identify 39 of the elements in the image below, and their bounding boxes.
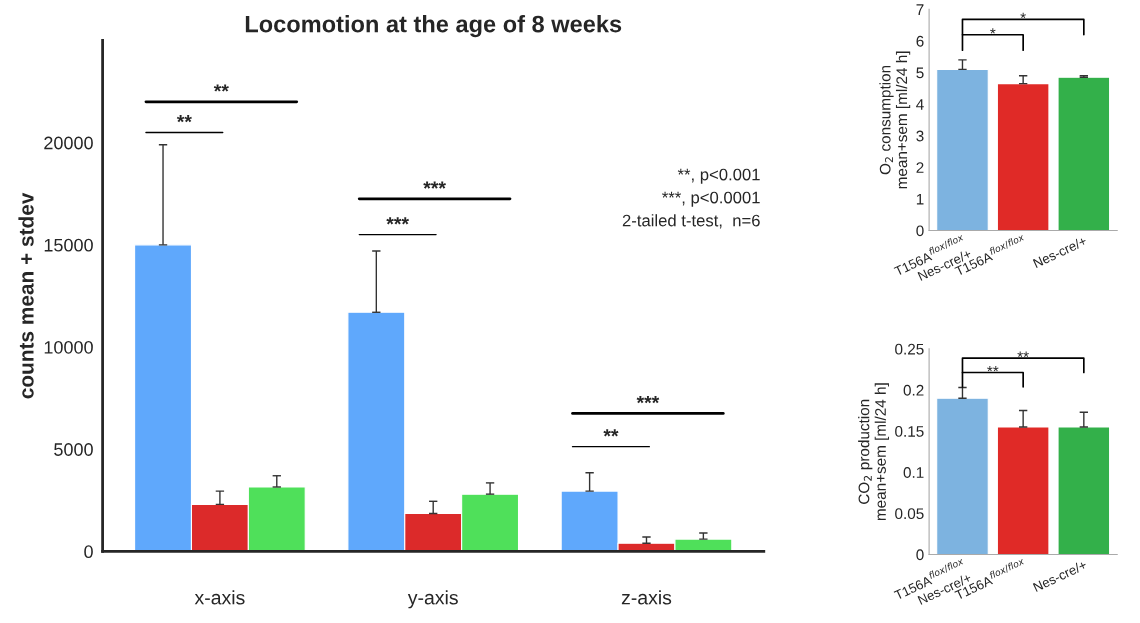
- y-tick-label: 4: [916, 99, 924, 110]
- annotation: **: [987, 365, 999, 372]
- y-tick-label: 0.1: [903, 467, 924, 478]
- annotation: ***: [636, 396, 660, 404]
- y-tick-label: 0: [916, 225, 924, 237]
- annotation: ***, p<0.0001: [662, 191, 760, 207]
- y-tick-label: 20000: [44, 136, 93, 150]
- y-tick-label: 0: [84, 545, 93, 559]
- y-tick-label: 5: [916, 67, 924, 79]
- annotation: **: [1017, 351, 1029, 357]
- annotation: ***: [386, 217, 409, 225]
- y-tick-label: 0.15: [895, 425, 924, 437]
- y-tick-label: 0.05: [895, 508, 924, 520]
- y-axis-title: CO$_{2}$ production mean+sem [ml/24 h]: [858, 383, 889, 521]
- x-tick-label: x-axis: [194, 590, 245, 605]
- annotation: *: [990, 28, 996, 34]
- y-axis-title: O$_{2}$ consumption mean+sem [ml/24 h]: [879, 51, 911, 189]
- y-tick-label: 0.25: [895, 343, 924, 355]
- y-tick-label: 0: [916, 549, 924, 561]
- y-tick-label: 5000: [54, 443, 93, 456]
- annotation: **: [213, 84, 229, 92]
- y-tick-label: 15000: [44, 238, 93, 252]
- y-tick-label: 7: [916, 4, 924, 15]
- x-tick-label: z-axis: [621, 590, 672, 605]
- y-tick-label: 6: [916, 35, 924, 47]
- annotation: *: [1020, 12, 1026, 19]
- annotation: **: [176, 115, 192, 123]
- y-axis-title: counts mean + stdev: [18, 192, 34, 399]
- chart-title: Locomotion at the age of 8 weeks: [245, 15, 622, 38]
- annotation: **, p<0.001: [677, 168, 760, 184]
- annotation: 2-tailed t-test, n=6: [622, 214, 760, 229]
- x-tick-label: y-axis: [407, 590, 458, 609]
- y-tick-label: 0.2: [903, 384, 924, 396]
- y-tick-label: 1: [916, 193, 924, 205]
- annotation: **: [603, 429, 619, 437]
- y-tick-label: 3: [916, 130, 924, 142]
- y-tick-label: 10000: [44, 340, 93, 354]
- annotation: ***: [423, 181, 446, 189]
- y-tick-label: 2: [916, 162, 924, 173]
